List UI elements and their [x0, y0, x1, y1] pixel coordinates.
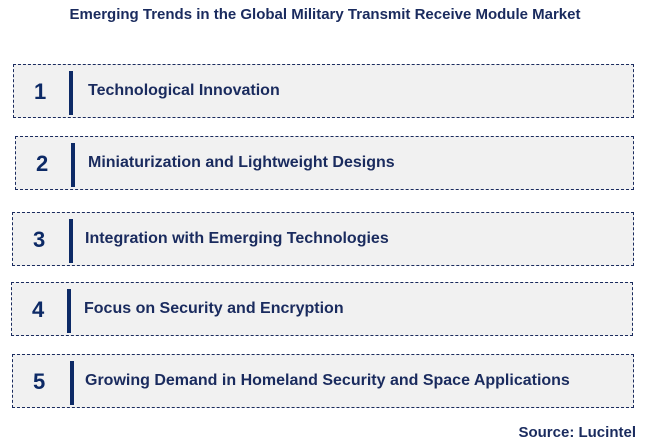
- trend-label: Growing Demand in Homeland Security and …: [85, 372, 570, 389]
- trend-number: 3: [33, 227, 46, 252]
- trend-number: 4: [32, 297, 45, 322]
- trend-number: 2: [36, 151, 49, 176]
- trend-item-2: 2 Miniaturization and Lightweight Design…: [15, 136, 634, 190]
- trend-number: 1: [34, 79, 47, 104]
- divider-bar: [67, 289, 71, 333]
- divider-bar: [71, 143, 75, 187]
- trend-item-4: 4 Focus on Security and Encryption: [11, 282, 633, 336]
- trend-item-3: 3 Integration with Emerging Technologies: [12, 212, 634, 266]
- page-title: Emerging Trends in the Global Military T…: [69, 6, 581, 23]
- divider-bar: [70, 361, 74, 405]
- divider-bar: [69, 71, 73, 115]
- trend-item-5: 5 Growing Demand in Homeland Security an…: [12, 354, 634, 408]
- trend-label: Focus on Security and Encryption: [84, 300, 344, 317]
- trend-label: Technological Innovation: [88, 82, 280, 99]
- trend-label: Integration with Emerging Technologies: [85, 230, 389, 247]
- trend-number: 5: [33, 369, 46, 394]
- divider-bar: [69, 219, 73, 263]
- source-credit: Source: Lucintel: [518, 424, 636, 441]
- trend-label: Miniaturization and Lightweight Designs: [88, 154, 395, 171]
- trend-item-1: 1 Technological Innovation: [13, 64, 634, 118]
